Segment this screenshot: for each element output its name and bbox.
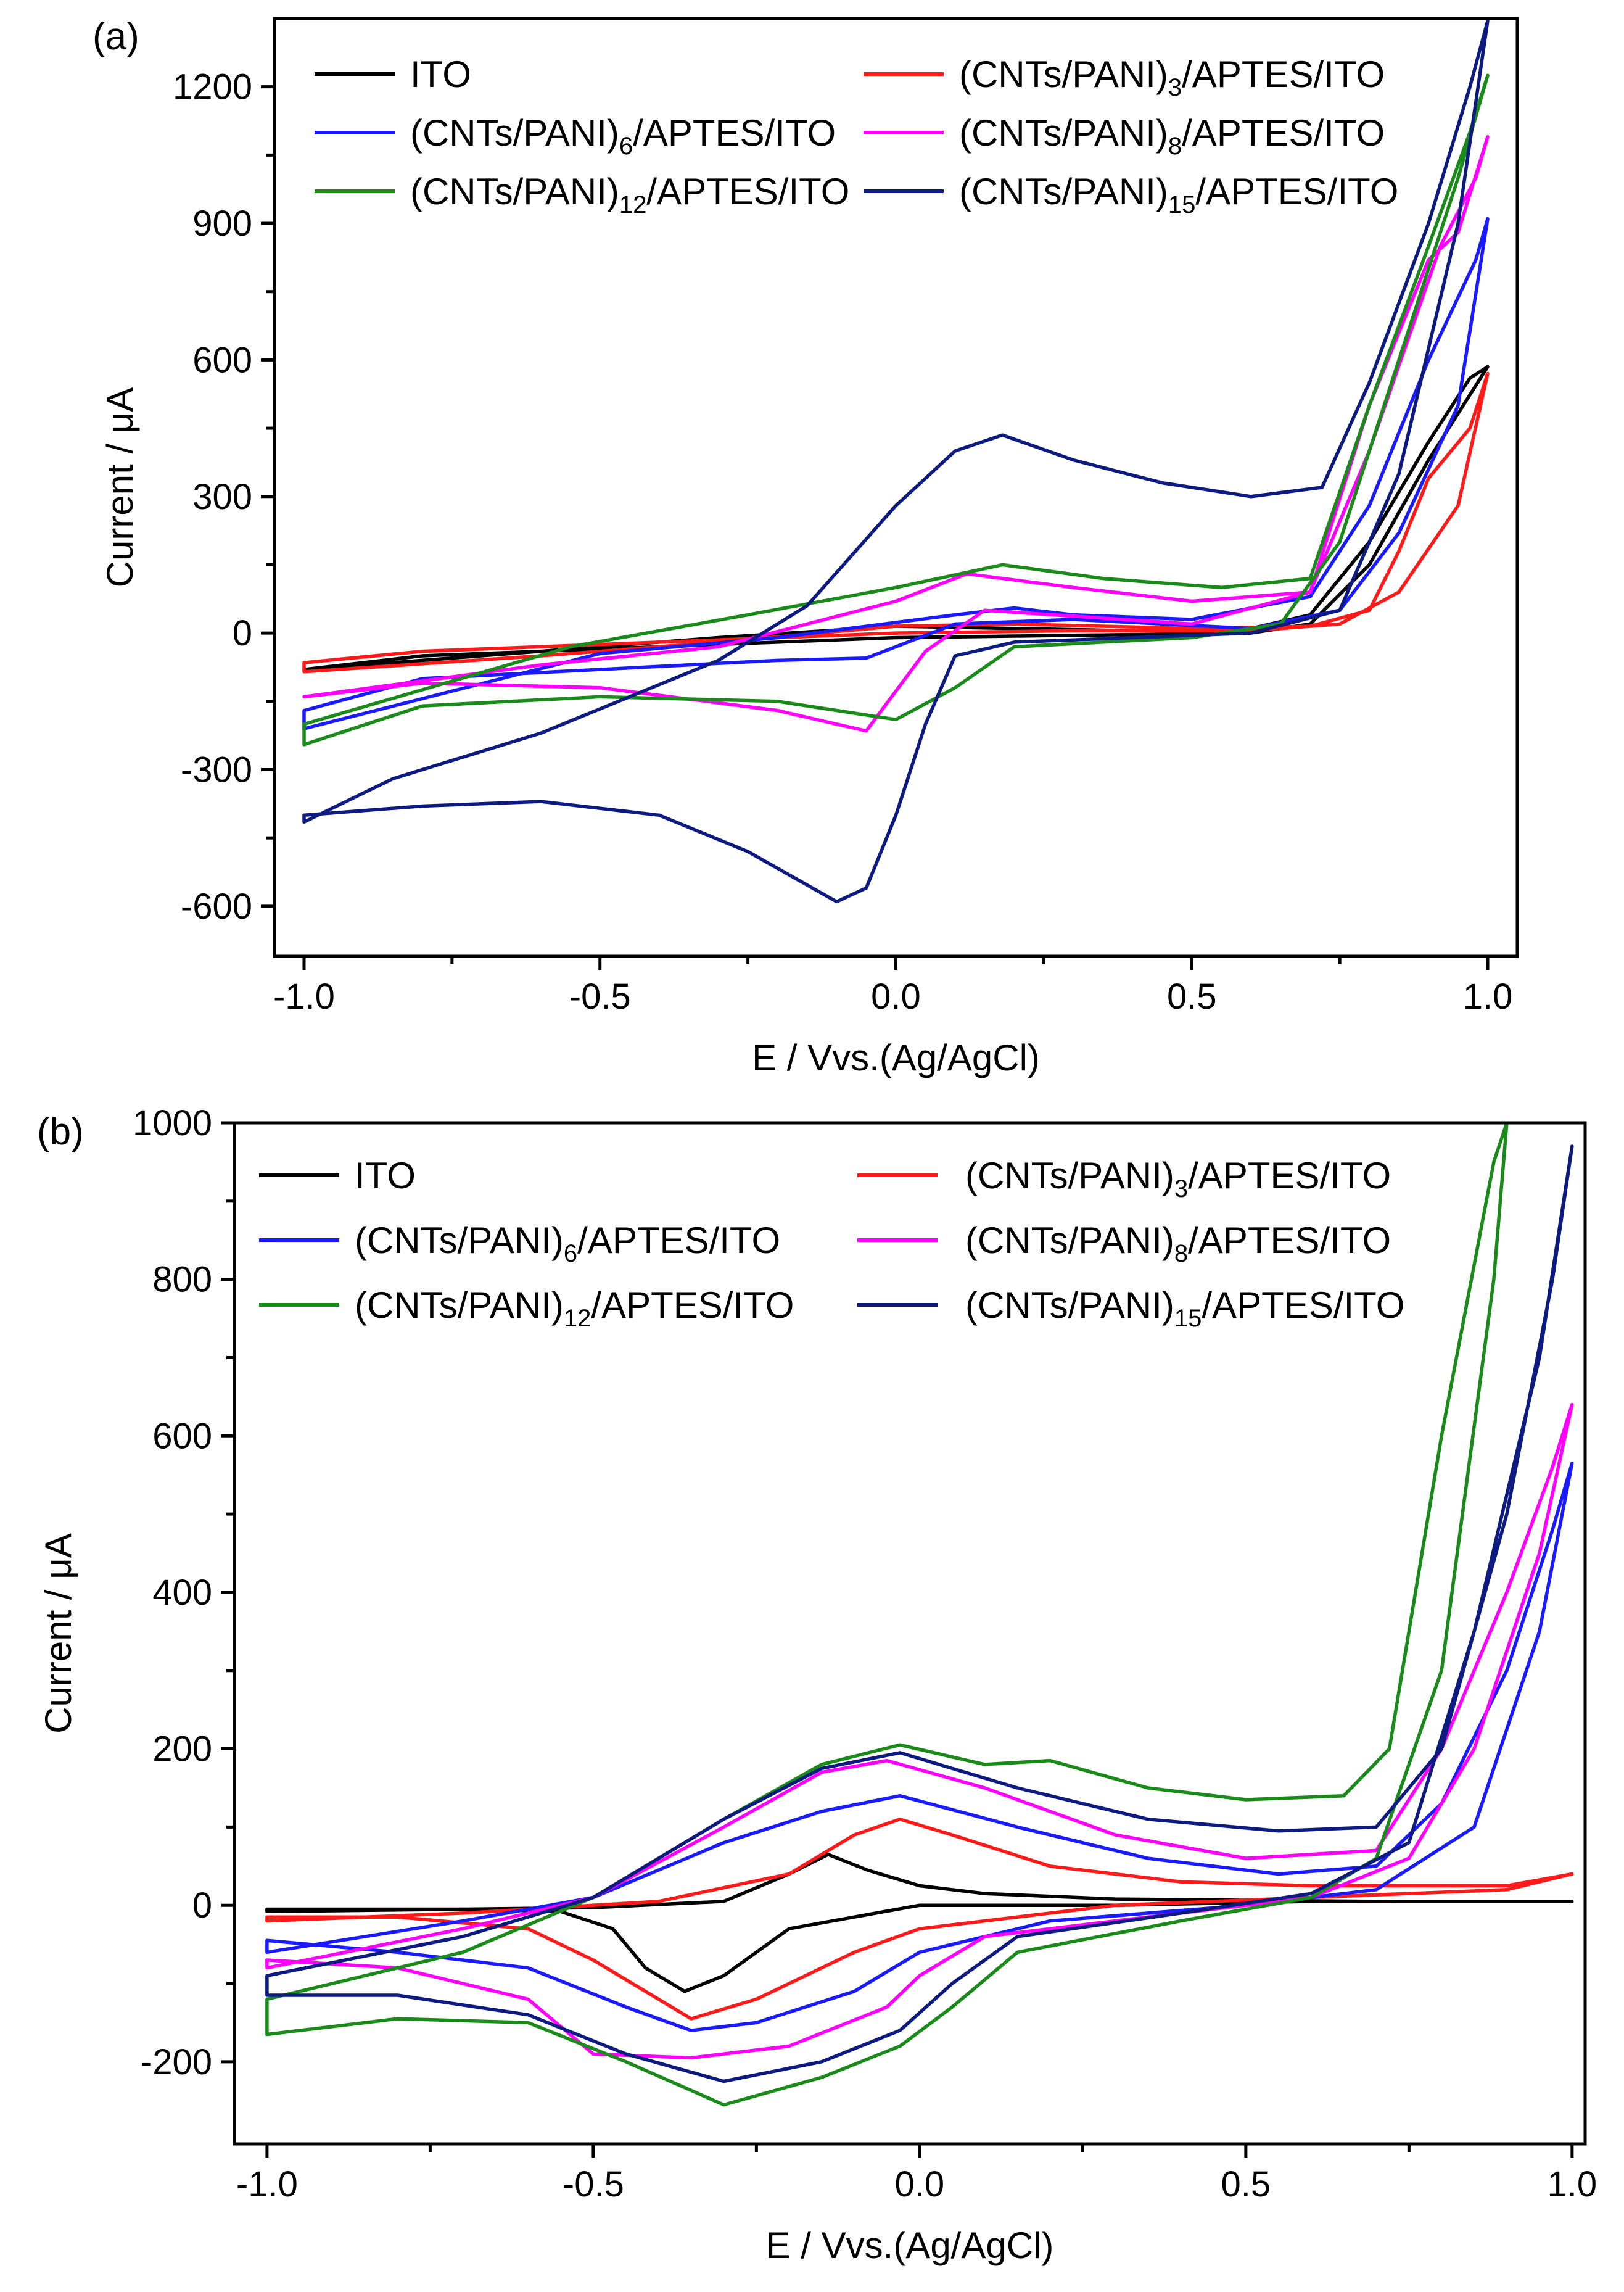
series-line-ito — [302, 365, 1490, 671]
legend-entry: ITO — [355, 1155, 416, 1196]
y-tick-label: 800 — [152, 1260, 212, 1300]
x-tick-label: 0.0 — [871, 977, 921, 1017]
curves-group — [302, 19, 1490, 904]
legend-entry: ITO — [410, 54, 471, 95]
series-line-cnts3 — [265, 1817, 1574, 2021]
legend-entry: (CNTs/PANI)12/APTES/ITO — [410, 171, 849, 218]
legend-entry: (CNTs/PANI)3/APTES/ITO — [959, 54, 1385, 101]
x-tick-label: -1.0 — [236, 2164, 298, 2204]
plot-frame — [233, 1121, 1587, 2146]
x-tick-label: 0.5 — [1167, 977, 1217, 1017]
series-line-cnts12 — [265, 1123, 1509, 2107]
legend-entry: (CNTs/PANI)15/APTES/ITO — [959, 171, 1398, 218]
series-line-cnts6 — [302, 217, 1490, 730]
chart-panel-a: -1.0 -0.5 0.0 0.5 1.0 -600 -300 0 300 600 900 1200 E… — [93, 15, 1519, 1078]
x-tick-label: -0.5 — [563, 2164, 624, 2204]
legend-entry: (CNTs/PANI)8/APTES/ITO — [959, 112, 1385, 160]
x-tick-label: -0.5 — [569, 977, 631, 1017]
y-tick-label: -200 — [141, 2042, 212, 2082]
series-line-cnts12 — [302, 73, 1490, 747]
legend: ITO (CNTs/PANI)3/APTES/ITO (CNTs/PANI)6/AP… — [315, 54, 1398, 218]
legend-entry: (CNTs/PANI)3/APTES/ITO — [965, 1155, 1391, 1202]
legend: ITO (CNTs/PANI)3/APTES/ITO (CNTs/PANI)6/AP… — [259, 1155, 1404, 1332]
y-tick-label: 900 — [192, 204, 252, 244]
x-tick-label: 0.0 — [895, 2164, 945, 2204]
x-tick-label: -1.0 — [273, 977, 335, 1017]
y-axis-title: Current / μA — [38, 1533, 79, 1734]
series-line-cnts8 — [302, 135, 1490, 733]
series-line-cnts15 — [265, 1144, 1574, 2083]
y-axis-title: Current / μA — [99, 387, 141, 588]
y-tick-label: 600 — [192, 340, 252, 380]
series-line-cnts15 — [302, 19, 1490, 904]
chart-panel-b: -1.0 -0.5 0.0 0.5 1.0 -200 0 200 400 600 800 1000 E … — [37, 1103, 1597, 2266]
y-tick-label: -300 — [181, 750, 252, 790]
x-tick-label: 1.0 — [1463, 977, 1513, 1017]
y-tick-label: 0 — [192, 1885, 212, 1926]
x-tick-label: 0.5 — [1221, 2164, 1271, 2204]
legend-entry: (CNTs/PANI)15/APTES/ITO — [965, 1285, 1404, 1332]
series-line-cnts8 — [265, 1402, 1574, 2060]
panel-label: (b) — [37, 1111, 84, 1153]
legend-entry: (CNTs/PANI)6/APTES/ITO — [355, 1220, 780, 1267]
x-tick-label: 1.0 — [1548, 2164, 1597, 2204]
y-tick-label: 0 — [233, 613, 252, 653]
y-tick-label: 1200 — [173, 67, 252, 107]
series-line-cnts6 — [265, 1461, 1574, 2032]
y-tick-label: 300 — [192, 477, 252, 517]
legend-entry: (CNTs/PANI)6/APTES/ITO — [410, 112, 836, 160]
y-tick-label: 600 — [152, 1416, 212, 1456]
y-tick-label: 1000 — [133, 1103, 212, 1143]
y-tick-label: -600 — [181, 887, 252, 927]
y-tick-label: 200 — [152, 1729, 212, 1769]
x-axis-title: E / Vvs.(Ag/AgCl) — [752, 1037, 1040, 1078]
legend-entry: (CNTs/PANI)12/APTES/ITO — [355, 1285, 794, 1332]
series-line-cnts3 — [302, 371, 1490, 674]
panel-label: (a) — [93, 15, 139, 58]
y-tick-label: 400 — [152, 1573, 212, 1613]
legend-entry: (CNTs/PANI)8/APTES/ITO — [965, 1220, 1391, 1267]
series-line-ito — [265, 1853, 1574, 1993]
curves-group — [265, 1123, 1574, 2107]
x-axis-title: E / Vvs.(Ag/AgCl) — [766, 2225, 1054, 2266]
